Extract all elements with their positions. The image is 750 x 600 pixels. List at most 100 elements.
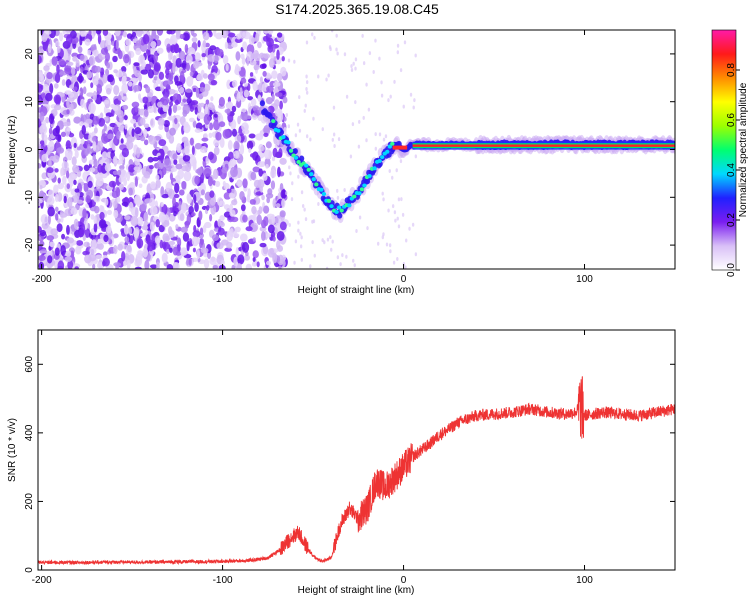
noise-speckle xyxy=(106,62,111,69)
noise-speckle xyxy=(202,31,210,41)
noise-speckle xyxy=(351,122,355,127)
colorbar-tick-label: 0.6 xyxy=(726,113,737,127)
noise-speckle xyxy=(321,127,324,132)
noise-speckle xyxy=(184,43,189,53)
noise-speckle xyxy=(259,76,263,83)
noise-speckle xyxy=(140,232,146,238)
noise-speckle xyxy=(93,215,97,224)
noise-speckle xyxy=(402,104,405,109)
noise-speckle xyxy=(249,153,256,158)
noise-speckle xyxy=(194,107,198,115)
noise-speckle xyxy=(133,66,137,75)
noise-speckle xyxy=(259,52,265,59)
noise-speckle xyxy=(226,101,234,111)
noise-speckle xyxy=(143,171,151,179)
noise-speckle xyxy=(226,79,232,90)
noise-speckle xyxy=(97,242,104,250)
noise-speckle xyxy=(134,266,142,269)
noise-speckle xyxy=(96,83,103,95)
noise-speckle xyxy=(412,105,415,110)
noise-speckle xyxy=(388,169,391,174)
noise-speckle xyxy=(54,168,59,173)
noise-speckle xyxy=(297,220,300,225)
noise-speckle xyxy=(46,235,55,241)
noise-speckle xyxy=(191,212,196,217)
noise-speckle xyxy=(64,64,72,75)
noise-speckle xyxy=(161,204,168,215)
noise-speckle xyxy=(78,229,83,238)
noise-speckle xyxy=(166,43,172,53)
noise-speckle xyxy=(414,154,418,159)
spectrogram-x-tick-label: -200 xyxy=(32,274,52,285)
track-core xyxy=(326,198,332,203)
noise-speckle xyxy=(70,67,76,76)
noise-speckle xyxy=(251,206,257,215)
noise-speckle xyxy=(49,83,54,95)
noise-speckle xyxy=(97,163,103,173)
noise-speckle xyxy=(158,212,166,223)
noise-speckle xyxy=(214,180,221,188)
noise-speckle xyxy=(48,127,53,135)
noise-speckle xyxy=(231,264,236,269)
noise-speckle xyxy=(265,260,272,266)
noise-speckle xyxy=(185,62,191,72)
noise-speckle xyxy=(226,188,232,193)
noise-speckle xyxy=(194,142,202,150)
noise-speckle xyxy=(45,116,50,124)
noise-speckle xyxy=(399,159,403,164)
noise-speckle xyxy=(103,234,109,243)
noise-speckle xyxy=(237,115,241,125)
noise-speckle xyxy=(221,30,229,39)
noise-speckle xyxy=(214,220,218,230)
noise-speckle xyxy=(387,98,390,103)
noise-speckle xyxy=(71,156,77,166)
noise-speckle xyxy=(235,246,239,258)
noise-speckle xyxy=(149,264,158,269)
noise-speckle xyxy=(202,40,207,48)
noise-speckle xyxy=(257,84,262,90)
noise-speckle xyxy=(185,54,193,65)
noise-speckle xyxy=(200,189,205,196)
noise-speckle xyxy=(117,94,122,101)
noise-speckle xyxy=(127,244,132,253)
noise-speckle xyxy=(354,57,358,62)
noise-speckle xyxy=(293,260,296,265)
noise-speckle xyxy=(352,61,355,66)
noise-speckle xyxy=(155,174,160,181)
noise-speckle xyxy=(275,203,281,208)
noise-speckle xyxy=(135,30,144,35)
noise-speckle xyxy=(158,71,165,80)
noise-speckle xyxy=(170,167,178,172)
noise-speckle xyxy=(256,214,262,225)
track-core xyxy=(319,187,324,192)
noise-speckle xyxy=(138,183,143,189)
track-core xyxy=(311,177,316,182)
noise-speckle xyxy=(382,197,385,202)
noise-speckle xyxy=(277,72,283,82)
noise-speckle xyxy=(175,224,179,230)
track-core xyxy=(296,160,301,165)
noise-speckle xyxy=(239,87,243,97)
noise-speckle xyxy=(121,251,126,262)
noise-speckle xyxy=(355,229,358,234)
noise-speckle xyxy=(222,129,231,139)
noise-speckle xyxy=(88,167,96,173)
noise-speckle xyxy=(99,211,105,220)
noise-speckle xyxy=(117,169,122,176)
noise-speckle xyxy=(178,189,185,196)
noise-speckle xyxy=(68,103,74,112)
noise-speckle xyxy=(80,98,85,108)
noise-speckle xyxy=(296,122,300,127)
noise-speckle xyxy=(38,143,42,155)
noise-speckle xyxy=(277,111,284,122)
noise-speckle xyxy=(241,108,247,113)
noise-speckle xyxy=(384,134,388,139)
noise-speckle xyxy=(339,262,342,267)
noise-speckle xyxy=(97,238,102,245)
snr-x-tick-label: -200 xyxy=(32,575,52,586)
noise-speckle xyxy=(305,134,309,139)
noise-speckle xyxy=(174,117,178,125)
noise-speckle xyxy=(226,241,233,249)
track-core xyxy=(390,141,395,146)
noise-speckle xyxy=(168,134,175,144)
